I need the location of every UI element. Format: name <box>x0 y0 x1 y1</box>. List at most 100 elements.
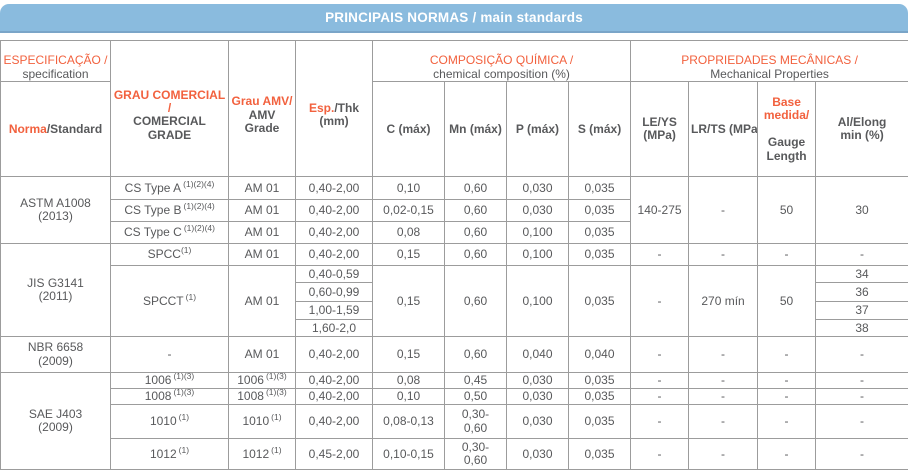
mn-cell: 0,60 <box>445 177 507 200</box>
header-chemical-en: chemical composition (%) <box>433 67 570 81</box>
gauge-cell: - <box>758 439 816 470</box>
amv-cell: AM 01 <box>229 266 296 337</box>
elong-cell: - <box>816 389 908 405</box>
le-ys-cell: - <box>631 244 689 266</box>
table-title-bar: PRINCIPAIS NORMAS / main standards <box>0 4 908 33</box>
c-cell: 0,15 <box>373 266 445 337</box>
grade-cell: CS Type A(1)(2)(4) <box>111 177 229 200</box>
amv-cell: AM 01 <box>229 177 296 200</box>
thickness-cell: 0,40-2,00 <box>296 200 373 222</box>
header-thickness-unit: (mm) <box>319 114 348 128</box>
standards-table: ESPECIFICAÇÃO / specification GRAU COMER… <box>0 40 908 470</box>
grade-cell: - <box>111 337 229 373</box>
elong-cell: 37 <box>816 302 908 320</box>
header-gauge-length-en: Gauge Length <box>760 136 813 163</box>
header-commercial-grade: GRAU COMERCIAL / COMERCIAL GRADE <box>111 41 229 177</box>
le-ys-cell: - <box>631 266 689 337</box>
table-row: 1010(1) 1010(1) 0,40-2,00 0,08-0,13 0,30… <box>1 405 908 439</box>
s-cell: 0,035 <box>569 200 631 222</box>
le-ys-cell: - <box>631 373 689 389</box>
header-amv-grade: Grau AMV/ AMV Grade <box>229 41 296 177</box>
header-le-ys: LE/YS (MPa) <box>631 82 689 177</box>
p-cell: 0,030 <box>507 389 569 405</box>
lr-ts-cell: - <box>689 373 758 389</box>
le-ys-cell: - <box>631 439 689 470</box>
gauge-cell: - <box>758 389 816 405</box>
header-group-mechanical: PROPRIEDADES MECÂNICAS / Mechanical Prop… <box>631 41 908 82</box>
lr-ts-cell: 270 mín <box>689 266 758 337</box>
thickness-cell: 0,40-0,59 <box>296 266 373 283</box>
c-cell: 0,15 <box>373 337 445 373</box>
lr-ts-cell: - <box>689 177 758 244</box>
s-cell: 0,040 <box>569 337 631 373</box>
grade-cell: CS Type B(1)(2)(4) <box>111 200 229 222</box>
header-mechanical-pt: PROPRIEDADES MECÂNICAS / <box>681 53 858 67</box>
table-row: SAE J403 (2009) 1006(1)(3) 1006(1)(3) 0,… <box>1 373 908 389</box>
amv-cell: 1010(1) <box>229 405 296 439</box>
elong-cell: - <box>816 373 908 389</box>
norma-cell-astm: ASTM A1008 (2013) <box>1 177 111 244</box>
grade-cell: SPCCT(1) <box>111 266 229 337</box>
header-group-chemical: COMPOSIÇÃO QUÍMICA / chemical compositio… <box>373 41 631 82</box>
norma-cell-jis: JIS G3141 (2011) <box>1 244 111 337</box>
p-cell: 0,100 <box>507 222 569 244</box>
thickness-cell: 0,40-2,00 <box>296 337 373 373</box>
grade-cell: 1006(1)(3) <box>111 373 229 389</box>
s-cell: 0,035 <box>569 177 631 200</box>
amv-cell: AM 01 <box>229 222 296 244</box>
p-cell: 0,030 <box>507 373 569 389</box>
norma-cell-nbr: NBR 6658 (2009) <box>1 337 111 373</box>
header-specification-pt: ESPECIFICAÇÃO / <box>3 53 107 67</box>
header-commercial-grade-pt: GRAU COMERCIAL / <box>114 88 225 115</box>
header-gauge-length: Base medida/ Gauge Length <box>758 82 816 177</box>
c-cell: 0,15 <box>373 244 445 266</box>
grade-cell: SPCC(1) <box>111 244 229 266</box>
norma-cell-sae: SAE J403 (2009) <box>1 373 111 470</box>
table-title: PRINCIPAIS NORMAS / main standards <box>325 10 583 25</box>
grade-cell: 1008(1)(3) <box>111 389 229 405</box>
le-ys-cell: 140-275 <box>631 177 689 244</box>
elong-cell: 34 <box>816 266 908 283</box>
thickness-cell: 1,00-1,59 <box>296 302 373 320</box>
p-cell: 0,100 <box>507 244 569 266</box>
header-specification-en: specification <box>22 67 88 81</box>
elong-cell: 30 <box>816 177 908 244</box>
grade-cell: 1010(1) <box>111 405 229 439</box>
thickness-cell: 0,40-2,00 <box>296 222 373 244</box>
table-row: 1008(1)(3) 1008(1)(3) 0,40-2,00 0,10 0,5… <box>1 389 908 405</box>
header-chemical-pt: COMPOSIÇÃO QUÍMICA / <box>430 53 573 67</box>
c-cell: 0,08-0,13 <box>373 405 445 439</box>
header-lr-ts: LR/TS (MPa) <box>689 82 758 177</box>
elong-cell: - <box>816 244 908 266</box>
s-cell: 0,035 <box>569 389 631 405</box>
lr-ts-cell: - <box>689 337 758 373</box>
s-cell: 0,035 <box>569 222 631 244</box>
le-ys-cell: - <box>631 389 689 405</box>
elong-cell: - <box>816 337 908 373</box>
lr-ts-cell: - <box>689 389 758 405</box>
le-ys-cell: - <box>631 405 689 439</box>
table-row: ASTM A1008 (2013) CS Type A(1)(2)(4) AM … <box>1 177 908 200</box>
s-cell: 0,035 <box>569 439 631 470</box>
p-cell: 0,030 <box>507 200 569 222</box>
lr-ts-cell: - <box>689 405 758 439</box>
p-cell: 0,030 <box>507 439 569 470</box>
table-row: JIS G3141 (2011) SPCC(1) AM 01 0,40-2,00… <box>1 244 908 266</box>
gauge-cell: 50 <box>758 266 816 337</box>
header-mechanical-en: Mechanical Properties <box>710 67 829 81</box>
lr-ts-cell: - <box>689 244 758 266</box>
thickness-cell: 0,40-2,00 <box>296 405 373 439</box>
p-cell: 0,030 <box>507 177 569 200</box>
thickness-cell: 1,60-2,0 <box>296 320 373 337</box>
header-mn-max: Mn (máx) <box>445 82 507 177</box>
amv-cell: 1012(1) <box>229 439 296 470</box>
thickness-cell: 0,40-2,00 <box>296 389 373 405</box>
mn-cell: 0,60 <box>445 200 507 222</box>
elong-cell: - <box>816 439 908 470</box>
thickness-cell: 0,60-0,99 <box>296 283 373 302</box>
thickness-cell: 0,40-2,00 <box>296 244 373 266</box>
header-s-max: S (máx) <box>569 82 631 177</box>
mn-cell: 0,45 <box>445 373 507 389</box>
header-elongation: Al/Elong min (%) <box>816 82 908 177</box>
c-cell: 0,08 <box>373 373 445 389</box>
